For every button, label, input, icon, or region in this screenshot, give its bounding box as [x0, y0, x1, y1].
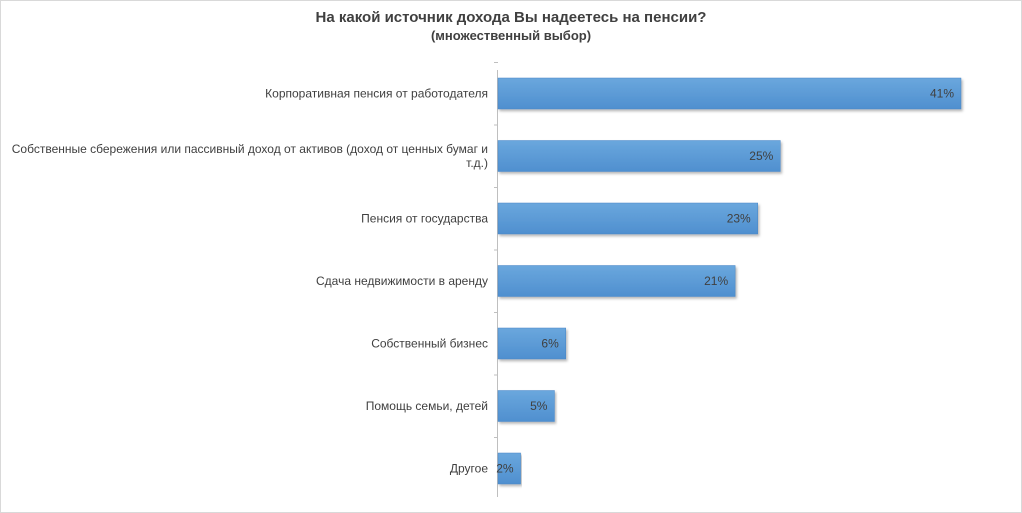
- data-label: 21%: [704, 274, 728, 288]
- category-label-line: Сдача недвижимости в аренду: [316, 274, 488, 288]
- data-label: 6%: [541, 337, 559, 351]
- bar: [497, 140, 781, 172]
- bar: [497, 265, 736, 297]
- category-label-line: Помощь семьи, детей: [366, 399, 488, 413]
- bar: [497, 452, 521, 485]
- chart-title: На какой источник дохода Вы надеетесь на…: [315, 9, 707, 26]
- data-label: 23%: [727, 212, 751, 226]
- category-label: Помощь семьи, детей: [366, 399, 488, 413]
- category-label: Сдача недвижимости в аренду: [316, 274, 488, 288]
- category-label-line: Пенсия от государства: [361, 212, 488, 226]
- bar: [497, 77, 962, 110]
- data-label: 25%: [749, 149, 773, 163]
- bar: [497, 202, 758, 235]
- category-label-line: Собственный бизнес: [371, 337, 488, 351]
- category-label-line: т.д.): [466, 156, 488, 170]
- bar: [497, 390, 555, 422]
- data-label: 5%: [530, 399, 548, 413]
- data-label: 2%: [496, 462, 514, 476]
- bar: [497, 327, 567, 360]
- category-label: Собственные сбережения или пассивный дох…: [12, 142, 488, 170]
- category-label: Другое: [450, 462, 488, 476]
- category-label-line: Другое: [450, 462, 488, 476]
- chart-subtitle: (множественный выбор): [430, 28, 592, 43]
- category-label: Корпоративная пенсия от работодателя: [265, 87, 488, 101]
- category-label-line: Корпоративная пенсия от работодателя: [265, 87, 488, 101]
- category-label-line: Собственные сбережения или пассивный дох…: [12, 142, 488, 156]
- category-label: Собственный бизнес: [371, 337, 488, 351]
- data-label: 41%: [930, 87, 954, 101]
- category-label: Пенсия от государства: [361, 212, 488, 226]
- bars-group: 41% Корпоративная пенсия от работодателя 2…: [12, 62, 962, 485]
